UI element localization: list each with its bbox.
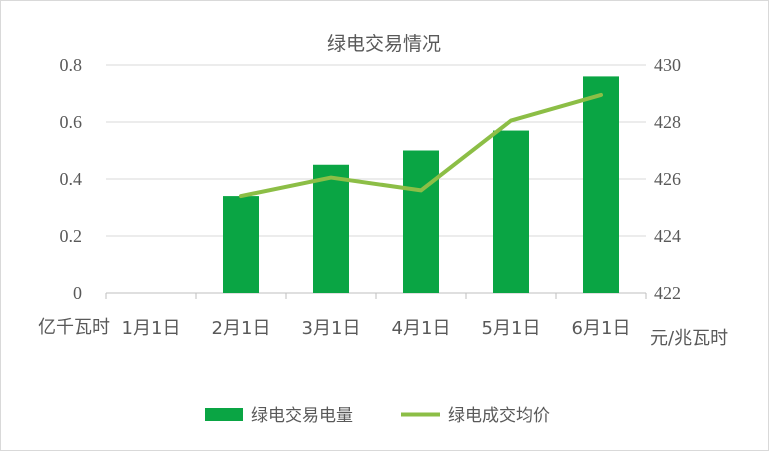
chart-title: 绿电交易情况 [327, 33, 441, 55]
right-tick-label: 428 [654, 112, 681, 132]
bar [493, 130, 529, 293]
left-axis-unit-label: 亿千瓦时 [38, 317, 110, 338]
left-tick-label: 0.4 [60, 169, 83, 189]
x-axis-ticks: 1月1日 2月1日 3月1日 4月1日 5月1日 6月1日 [122, 318, 631, 339]
x-tick-label: 4月1日 [392, 318, 451, 339]
legend-bar-label: 绿电交易电量 [251, 406, 353, 426]
x-tick-label: 6月1日 [572, 318, 631, 339]
bar-series [223, 76, 619, 294]
gridlines [105, 64, 647, 299]
right-axis-unit-label: 元/兆瓦时 [650, 328, 728, 349]
bar [313, 164, 349, 293]
x-tick-label: 2月1日 [212, 318, 271, 339]
right-tick-label: 424 [654, 226, 681, 246]
left-tick-label: 0.2 [60, 226, 83, 246]
x-tick-label: 3月1日 [302, 318, 361, 339]
x-tick-label: 5月1日 [482, 318, 541, 339]
right-axis-ticks: 422 424 426 428 430 [654, 55, 681, 303]
right-tick-label: 430 [654, 55, 681, 75]
x-tick-label: 1月1日 [122, 318, 181, 339]
right-tick-label: 422 [654, 283, 681, 303]
left-axis-ticks: 0 0.2 0.4 0.6 0.8 [60, 55, 83, 303]
legend-bar-swatch [205, 408, 243, 421]
left-tick-label: 0 [73, 283, 82, 303]
legend-line-label: 绿电成交均价 [448, 406, 550, 426]
legend: 绿电交易电量 绿电成交均价 [205, 406, 550, 426]
left-tick-label: 0.8 [60, 55, 83, 75]
bar [403, 150, 439, 293]
right-tick-label: 426 [654, 169, 681, 189]
line-series [239, 92, 603, 199]
left-tick-label: 0.6 [60, 112, 83, 132]
bar [583, 76, 619, 294]
bar [223, 196, 259, 293]
